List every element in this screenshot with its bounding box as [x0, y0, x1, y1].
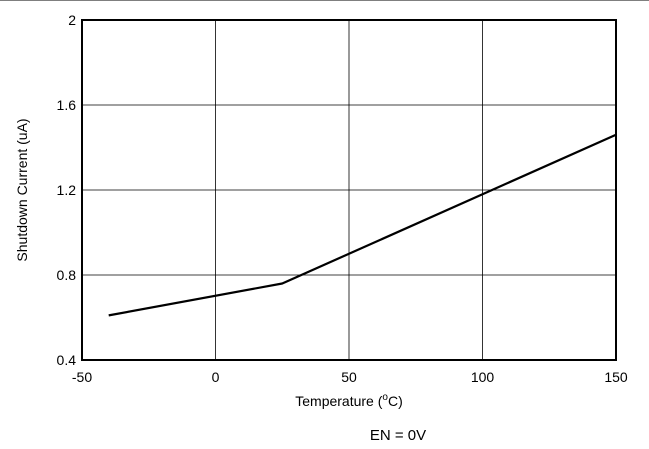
x-tick-label: 0	[212, 369, 220, 385]
x-tick-label: -50	[72, 369, 92, 385]
series-layer	[108, 133, 617, 317]
x-tick-label: 50	[341, 369, 357, 385]
tick-labels: -50 0 50 100 150 0.4 0.8 1.2 1.6 2	[57, 12, 628, 385]
x-tick-label: 150	[604, 369, 628, 385]
chart-annotation: EN = 0V	[370, 427, 426, 444]
y-axis-label: Shutdown Current (uA)	[14, 118, 30, 261]
x-tick-label: 100	[471, 369, 495, 385]
y-tick-label: 0.8	[57, 267, 77, 283]
y-tick-label: 0.4	[57, 352, 77, 368]
x-axis-label-superscript: o	[382, 392, 388, 403]
y-tick-label: 1.2	[57, 182, 77, 198]
y-tick-label: 2	[68, 12, 76, 28]
series-line	[108, 133, 617, 317]
y-tick-label: 1.6	[57, 97, 77, 113]
top-rule	[0, 0, 649, 1]
x-axis-label: Temperature (oC)	[295, 392, 403, 409]
grid	[82, 20, 616, 360]
plot-frame	[81, 19, 617, 361]
